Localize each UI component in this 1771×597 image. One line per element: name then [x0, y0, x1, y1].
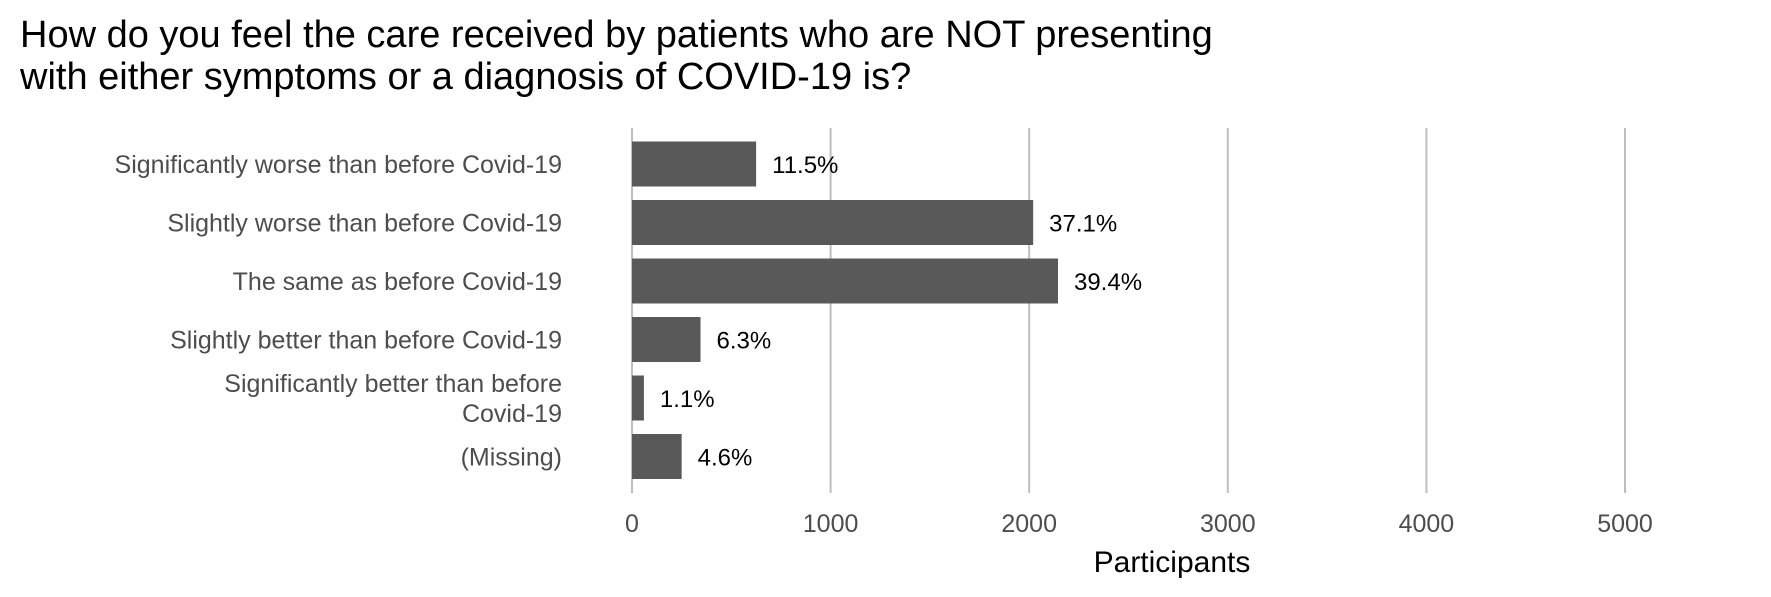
x-axis-ticks: 0 1000 2000 3000 4000 5000 [625, 510, 1653, 538]
bar [632, 317, 701, 362]
category-label: Significantly better than before Covid-19 [224, 370, 562, 428]
bar-value-label: 37.1% [1049, 211, 1117, 238]
category-label: Significantly worse than before Covid-19 [115, 151, 562, 179]
x-axis-title: Participants [1094, 546, 1251, 579]
bar-value-label: 4.6% [698, 445, 753, 472]
data-labels: 11.5% 37.1% 39.4% 6.3% 1.1% 4.6% [660, 152, 1142, 472]
bar [632, 434, 682, 479]
category-label: Slightly worse than before Covid-19 [167, 210, 562, 238]
category-labels: Significantly worse than before Covid-19… [115, 151, 562, 472]
bar-value-label: 6.3% [717, 328, 772, 355]
bar [632, 375, 644, 421]
bar [632, 141, 757, 187]
category-label: (Missing) [461, 444, 562, 472]
bar [632, 200, 1034, 245]
x-tick-label: 5000 [1597, 510, 1653, 538]
bar [632, 258, 1058, 304]
bar-value-label: 39.4% [1074, 269, 1142, 296]
x-tick-label: 1000 [803, 510, 859, 538]
chart-title: How do you feel the care received by pat… [20, 14, 1520, 98]
chart-title-line-1: How do you feel the care received by pat… [20, 14, 1213, 56]
chart-title-line-2: with either symptoms or a diagnosis of C… [20, 56, 912, 98]
gridlines [631, 128, 1626, 493]
x-tick-label: 0 [625, 510, 639, 538]
bars [632, 141, 1058, 479]
category-label: Slightly better than before Covid-19 [170, 327, 562, 355]
category-label: The same as before Covid-19 [233, 268, 562, 296]
bar-value-label: 11.5% [772, 152, 838, 179]
x-tick-label: 2000 [1001, 510, 1057, 538]
bar-value-label: 1.1% [660, 386, 715, 413]
x-tick-label: 3000 [1200, 510, 1256, 538]
x-tick-label: 4000 [1399, 510, 1455, 538]
